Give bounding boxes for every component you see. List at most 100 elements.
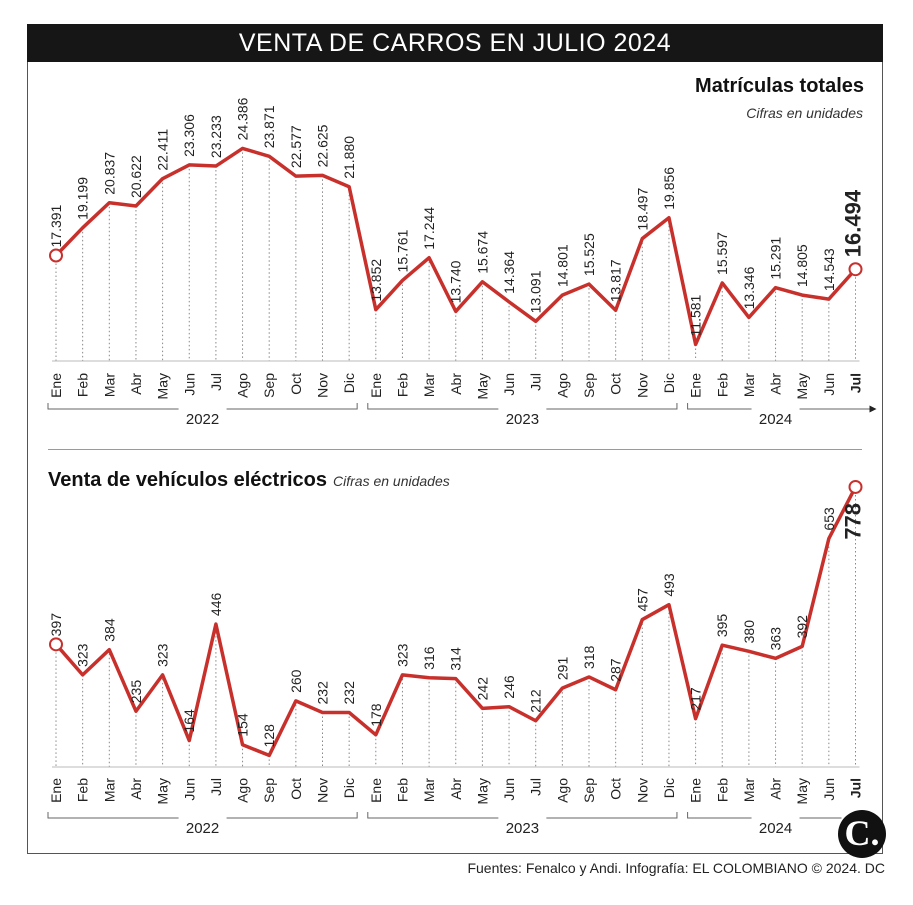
data-label: 17.391 — [48, 204, 64, 247]
data-label: 22.577 — [288, 125, 304, 168]
month-tick-label: Sep — [581, 373, 597, 398]
year-label: 2022 — [186, 820, 219, 837]
month-tick-label: Oct — [288, 778, 304, 800]
data-label: 11.581 — [688, 294, 704, 336]
month-tick-label: Oct — [288, 373, 304, 395]
year-bracket — [47, 812, 358, 819]
end-point-marker — [848, 479, 863, 494]
source-credit: Fuentes: Fenalco y Andi. Infografía: EL … — [467, 860, 885, 876]
month-tick-label: Abr — [448, 778, 464, 800]
data-label: 384 — [101, 618, 117, 642]
data-label: 15.674 — [474, 231, 490, 274]
month-tick-label: Jul — [848, 778, 864, 798]
data-label: 323 — [394, 643, 410, 667]
year-bracket — [687, 812, 842, 819]
month-tick-label: Sep — [261, 373, 277, 398]
chart-frame — [27, 62, 883, 854]
month-tick-label: Ene — [368, 778, 384, 803]
data-label: 13.740 — [448, 260, 464, 303]
month-tick-label: Jun — [821, 778, 837, 801]
year-label: 2023 — [506, 820, 539, 837]
month-tick-label: Ene — [48, 778, 64, 803]
chart2-subtitle: Cifras en unidades — [333, 473, 450, 489]
section-divider — [48, 449, 862, 450]
data-label: 14.805 — [794, 244, 810, 287]
month-tick-label: Feb — [714, 778, 730, 802]
month-tick-label: Jun — [821, 373, 837, 396]
month-tick-label: Jul — [208, 778, 224, 796]
month-tick-label: Ene — [368, 373, 384, 398]
month-tick-label: Ene — [48, 373, 64, 398]
month-tick-label: Nov — [315, 373, 331, 398]
year-label: 2022 — [186, 411, 219, 428]
data-label: 457 — [634, 588, 650, 612]
month-tick-label: Mar — [421, 778, 437, 802]
month-tick-label: Mar — [741, 373, 757, 397]
year-arrow — [869, 405, 877, 413]
data-label: 15.597 — [714, 232, 730, 275]
chart2-title-block: Venta de vehículos eléctricos Cifras en u… — [48, 469, 450, 492]
data-label: 395 — [714, 614, 730, 638]
month-tick-label: Jul — [848, 373, 864, 393]
data-label: 363 — [768, 627, 784, 651]
data-label: 232 — [341, 681, 357, 705]
data-label: 20.622 — [128, 155, 144, 198]
month-tick-label: Dic — [661, 778, 677, 798]
month-tick-label: Ago — [554, 778, 570, 803]
start-point-marker — [49, 637, 63, 652]
month-tick-label: Nov — [634, 373, 650, 398]
data-label: 13.852 — [368, 259, 384, 302]
data-label: 14.801 — [554, 244, 570, 287]
month-tick-label: Abr — [128, 778, 144, 800]
month-tick-label: Feb — [714, 373, 730, 397]
month-tick-label: Abr — [128, 373, 144, 395]
month-tick-label: Jul — [528, 778, 544, 796]
data-label: 653 — [821, 507, 837, 531]
end-point-marker — [848, 262, 863, 277]
month-tick-label: Abr — [768, 373, 784, 395]
data-label: 291 — [554, 657, 570, 681]
data-label: 23.306 — [181, 114, 197, 157]
data-label: 246 — [501, 675, 517, 699]
month-tick-label: Sep — [581, 778, 597, 803]
month-tick-label: Ago — [235, 373, 251, 398]
data-label: 13.091 — [528, 270, 544, 313]
data-label: 380 — [741, 620, 757, 644]
data-label: 392 — [794, 615, 810, 639]
data-label: 14.364 — [501, 251, 517, 294]
data-label: 22.411 — [155, 129, 171, 171]
data-label: 15.525 — [581, 233, 597, 276]
month-tick-label: Dic — [341, 778, 357, 798]
month-tick-label: Mar — [101, 373, 117, 397]
data-label: 15.291 — [768, 237, 784, 280]
data-label: 20.837 — [101, 152, 117, 195]
start-point-marker — [49, 248, 63, 263]
year-bracket — [687, 403, 870, 410]
month-tick-label: Abr — [768, 778, 784, 800]
data-label: 235 — [128, 680, 144, 704]
chart-header-title: VENTA DE CARROS EN JULIO 2024 — [27, 24, 883, 62]
data-label: 397 — [48, 613, 64, 637]
month-tick-label: Jun — [181, 373, 197, 396]
data-label: 154 — [235, 713, 251, 737]
data-label: 232 — [315, 681, 331, 705]
month-tick-label: Nov — [315, 778, 331, 803]
chart2-title: Venta de vehículos eléctricos — [48, 469, 328, 491]
month-tick-label: Ene — [688, 373, 704, 398]
year-label: 2023 — [506, 411, 539, 428]
data-label: 287 — [608, 658, 624, 682]
month-tick-label: Mar — [741, 778, 757, 802]
month-tick-label: Jul — [208, 373, 224, 391]
month-tick-label: Dic — [341, 373, 357, 393]
data-label: 778 — [841, 503, 866, 540]
year-label: 2024 — [759, 411, 792, 428]
month-tick-label: May — [794, 778, 810, 804]
data-label: 19.856 — [661, 167, 677, 210]
data-label: 316 — [421, 646, 437, 670]
month-tick-label: Ago — [554, 373, 570, 398]
chart1-subtitle: Cifras en unidades — [746, 105, 863, 121]
month-tick-label: Jun — [181, 778, 197, 801]
data-label: 314 — [448, 647, 464, 671]
data-label: 17.244 — [421, 207, 437, 250]
